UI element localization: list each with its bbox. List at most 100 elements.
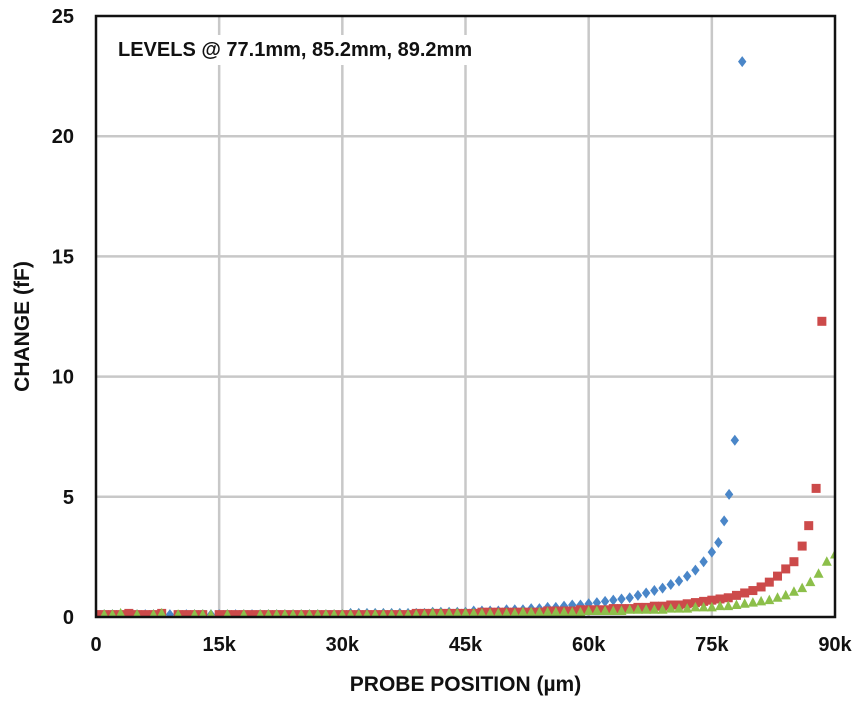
data-point-square	[748, 586, 758, 596]
data-point-triangle	[780, 589, 791, 600]
data-point-triangle	[698, 601, 709, 612]
data-point-triangle	[444, 607, 454, 617]
data-point-diamond	[658, 582, 667, 594]
data-point-square	[214, 610, 224, 617]
data-point-triangle	[673, 603, 684, 613]
data-point-diamond	[650, 585, 659, 597]
x-tick-label: 30k	[326, 634, 360, 656]
y-tick-label: 20	[52, 126, 74, 148]
data-point-triangle	[173, 609, 183, 617]
data-point-triangle	[395, 609, 404, 617]
data-point-triangle	[559, 606, 570, 617]
data-point-triangle	[412, 609, 421, 617]
data-point-square	[781, 564, 791, 574]
data-point-triangle	[731, 599, 742, 609]
data-point-triangle	[797, 582, 808, 593]
plot-frame	[94, 14, 837, 619]
data-point-triangle	[509, 607, 520, 617]
data-point-triangle	[427, 607, 438, 617]
annotation-text: LEVELS @ 77.1mm, 85.2mm, 89.2mm	[118, 39, 472, 61]
data-point-triangle	[813, 568, 824, 578]
data-point-triangle	[198, 609, 207, 617]
data-point-triangle	[706, 601, 717, 612]
data-point-triangle	[387, 609, 396, 617]
data-point-triangle	[190, 609, 199, 617]
data-point-square	[124, 608, 134, 617]
y-tick-labels: 0 5 10 15 20 25	[52, 6, 74, 629]
data-point-diamond	[683, 570, 692, 582]
annotation-box	[112, 35, 479, 65]
data-point-square	[181, 610, 191, 617]
data-point-triangle	[149, 609, 158, 617]
grid-lines	[96, 16, 835, 617]
data-point-square	[699, 596, 709, 606]
data-point-triangle	[616, 605, 627, 615]
y-tick-label: 25	[52, 6, 74, 28]
data-point-triangle	[223, 609, 232, 617]
data-point-triangle	[272, 609, 281, 617]
y-tick-label: 0	[63, 607, 74, 629]
y-axis-label: CHANGE (fF)	[11, 261, 34, 392]
data-point-diamond	[691, 564, 700, 576]
x-axis-label: PROBE POSITION (µm)	[350, 673, 581, 696]
data-point-triangle	[485, 607, 495, 617]
data-point-triangle	[641, 604, 652, 614]
data-point-square	[773, 571, 783, 581]
data-point-diamond	[625, 592, 634, 604]
data-point-triangle	[346, 609, 355, 617]
data-point-triangle	[657, 604, 668, 614]
data-point-triangle	[132, 609, 142, 617]
data-point-triangle	[338, 609, 347, 617]
data-point-square	[789, 557, 799, 567]
data-point-square	[740, 588, 750, 598]
data-point-diamond	[609, 594, 618, 606]
data-point-triangle	[843, 506, 853, 516]
data-point-triangle	[436, 607, 446, 617]
data-point-triangle	[354, 609, 363, 617]
data-point-diamond	[666, 579, 675, 591]
x-tick-label: 90k	[818, 634, 852, 656]
data-point-triangle	[837, 542, 847, 552]
data-point-triangle	[108, 609, 117, 617]
data-point-triangle	[371, 609, 380, 617]
data-point-square	[723, 593, 733, 603]
data-point-triangle	[297, 609, 306, 617]
data-point-triangle	[313, 609, 322, 617]
data-point-diamond	[165, 609, 175, 617]
data-point-triangle	[764, 594, 775, 605]
data-point-triangle	[608, 605, 619, 615]
data-point-triangle	[591, 605, 602, 615]
data-point-square	[817, 316, 827, 326]
data-point-triangle	[156, 607, 167, 617]
data-point-triangle	[493, 607, 504, 617]
data-point-square	[247, 610, 257, 617]
data-point-triangle	[329, 609, 339, 617]
data-point-triangle	[805, 576, 816, 587]
data-point-triangle	[100, 609, 109, 617]
data-point-triangle	[821, 556, 832, 566]
data-point-triangle	[624, 604, 635, 614]
data-point-diamond	[617, 593, 626, 605]
data-point-triangle	[747, 597, 758, 607]
data-point-square	[756, 582, 766, 592]
y-tick-label: 10	[52, 367, 74, 389]
data-point-diamond	[568, 599, 577, 611]
data-point-square	[804, 521, 814, 531]
data-point-triangle	[517, 606, 528, 617]
data-point-triangle	[851, 354, 861, 364]
data-point-square	[140, 610, 150, 617]
data-point-triangle	[665, 603, 676, 613]
data-point-triangle	[362, 609, 372, 617]
data-point-square	[811, 483, 821, 493]
data-point-triangle	[788, 586, 799, 596]
data-point-triangle	[550, 606, 561, 617]
data-point-square	[231, 610, 241, 617]
data-point-triangle	[542, 606, 553, 617]
data-point-triangle	[256, 609, 265, 617]
data-points	[96, 56, 861, 617]
x-tick-label: 0	[90, 634, 101, 656]
data-point-triangle	[501, 607, 512, 617]
data-point-triangle	[575, 606, 586, 617]
data-point-diamond	[714, 536, 723, 548]
